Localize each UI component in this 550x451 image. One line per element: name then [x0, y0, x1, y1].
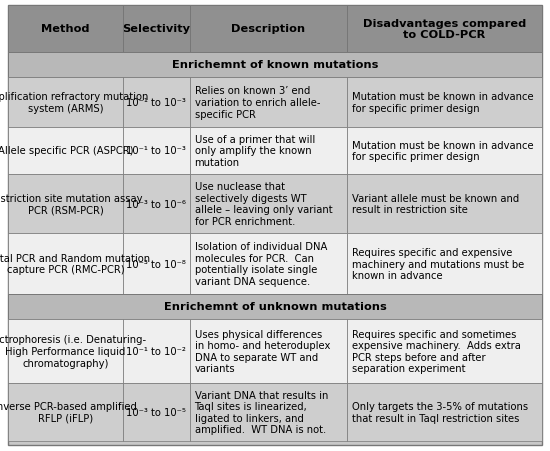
Bar	[347, 78, 542, 128]
Bar	[347, 175, 542, 234]
Bar	[8, 78, 123, 128]
Bar	[123, 128, 190, 175]
Text: Disadvantages compared
to COLD-PCR: Disadvantages compared to COLD-PCR	[363, 18, 526, 40]
Bar	[190, 78, 347, 128]
Text: Digital PCR and Random mutation
capture PCR (RMC-PCR): Digital PCR and Random mutation capture …	[0, 253, 151, 275]
Bar	[8, 6, 123, 53]
Bar	[123, 383, 190, 441]
Text: 10⁻³ to 10⁻⁵: 10⁻³ to 10⁻⁵	[126, 407, 186, 417]
Text: Requires specific and sometimes
expensive machinery.  Adds extra
PCR steps befor: Requires specific and sometimes expensiv…	[352, 329, 521, 373]
Text: Restriction site mutation assay
PCR (RSM-PCR): Restriction site mutation assay PCR (RSM…	[0, 193, 142, 215]
Text: Allele specific PCR (ASPCR): Allele specific PCR (ASPCR)	[0, 146, 133, 156]
Bar	[190, 383, 347, 441]
Bar	[347, 234, 542, 295]
Bar	[123, 78, 190, 128]
Text: Description: Description	[231, 24, 305, 34]
Bar	[8, 319, 123, 383]
Text: Use nuclease that
selectively digests WT
allele – leaving only variant
for PCR e: Use nuclease that selectively digests WT…	[195, 182, 332, 226]
Bar	[123, 6, 190, 53]
Text: Mutation must be known in advance
for specific primer design: Mutation must be known in advance for sp…	[352, 140, 534, 162]
Bar	[347, 383, 542, 441]
Bar	[8, 175, 123, 234]
Text: Selectivity: Selectivity	[122, 24, 190, 34]
Text: Inverse PCR-based amplified
RFLP (iFLP): Inverse PCR-based amplified RFLP (iFLP)	[0, 401, 137, 423]
Text: Method: Method	[41, 24, 90, 34]
Text: Enrichemnt of known mutations: Enrichemnt of known mutations	[172, 60, 378, 70]
Bar	[190, 128, 347, 175]
Bar	[123, 234, 190, 295]
Bar	[8, 234, 123, 295]
Text: Use of a primer that will
only amplify the known
mutation: Use of a primer that will only amplify t…	[195, 134, 315, 168]
Bar	[190, 234, 347, 295]
Text: Variant DNA that results in
TaqI sites is linearized,
ligated to linkers, and
am: Variant DNA that results in TaqI sites i…	[195, 390, 328, 434]
Text: Relies on known 3’ end
variation to enrich allele-
specific PCR: Relies on known 3’ end variation to enri…	[195, 86, 320, 120]
Bar	[123, 175, 190, 234]
Text: 10⁻¹ to 10⁻³: 10⁻¹ to 10⁻³	[126, 98, 186, 108]
Text: Variant allele must be known and
result in restriction site: Variant allele must be known and result …	[352, 193, 519, 215]
Bar	[123, 319, 190, 383]
Text: Requires specific and expensive
machinery and mutations must be
known in advance: Requires specific and expensive machiner…	[352, 247, 524, 281]
Text: Mutation must be known in advance
for specific primer design: Mutation must be known in advance for sp…	[352, 92, 534, 114]
Text: Only targets the 3-5% of mutations
that result in TaqI restriction sites: Only targets the 3-5% of mutations that …	[352, 401, 528, 423]
Bar	[8, 295, 542, 319]
Bar	[347, 128, 542, 175]
Text: 10⁻³ to 10⁻⁶: 10⁻³ to 10⁻⁶	[126, 199, 186, 209]
Bar	[190, 319, 347, 383]
Bar	[347, 6, 542, 53]
Bar	[190, 175, 347, 234]
Text: Isolation of individual DNA
molecules for PCR.  Can
potentially isolate single
v: Isolation of individual DNA molecules fo…	[195, 242, 327, 286]
Bar	[190, 6, 347, 53]
Text: Electrophoresis (i.e. Denaturing-
High Performance liquid
chromatography): Electrophoresis (i.e. Denaturing- High P…	[0, 335, 146, 368]
Text: 10⁻¹ to 10⁻³: 10⁻¹ to 10⁻³	[126, 146, 186, 156]
Bar	[8, 128, 123, 175]
Bar	[347, 319, 542, 383]
Bar	[8, 383, 123, 441]
Text: Uses physical differences
in homo- and heteroduplex
DNA to separate WT and
varia: Uses physical differences in homo- and h…	[195, 329, 330, 373]
Text: Amplification refractory mutation
system (ARMS): Amplification refractory mutation system…	[0, 92, 148, 114]
Text: Enrichemnt of unknown mutations: Enrichemnt of unknown mutations	[164, 302, 386, 312]
Bar	[8, 53, 542, 78]
Text: 10⁻¹ to 10⁻²: 10⁻¹ to 10⁻²	[126, 346, 186, 356]
Text: 10⁻³ to 10⁻⁸: 10⁻³ to 10⁻⁸	[126, 259, 186, 269]
